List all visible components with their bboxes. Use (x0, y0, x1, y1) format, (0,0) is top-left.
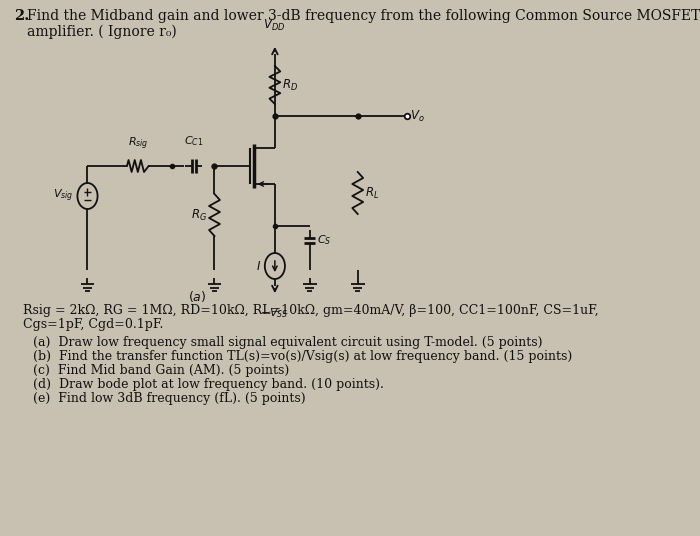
Text: $R_D$: $R_D$ (282, 77, 298, 93)
Text: (e)  Find low 3dB frequency (fL). (5 points): (e) Find low 3dB frequency (fL). (5 poin… (32, 392, 305, 405)
Text: $V_{sig}$: $V_{sig}$ (53, 188, 74, 204)
Text: 2.: 2. (14, 9, 29, 23)
Text: $I$: $I$ (256, 259, 261, 272)
Text: Cgs=1pF, Cgd=0.1pF.: Cgs=1pF, Cgd=0.1pF. (23, 318, 164, 331)
Text: $V_o$: $V_o$ (410, 108, 425, 124)
Text: Rsig = 2kΩ, RG = 1MΩ, RD=10kΩ, RL=10kΩ, gm=40mA/V, β=100, CC1=100nF, CS=1uF,: Rsig = 2kΩ, RG = 1MΩ, RD=10kΩ, RL=10kΩ, … (23, 304, 599, 317)
Text: $-V_{SS}$: $-V_{SS}$ (260, 306, 288, 320)
Text: (b)  Find the transfer function TL(s)=vo(s)/Vsig(s) at low frequency band. (15 p: (b) Find the transfer function TL(s)=vo(… (32, 350, 572, 363)
Text: (c)  Find Mid band Gain (AM). (5 points): (c) Find Mid band Gain (AM). (5 points) (32, 364, 289, 377)
Text: $R_L$: $R_L$ (365, 185, 379, 200)
Text: (a)  Draw low frequency small signal equivalent circuit using T-model. (5 points: (a) Draw low frequency small signal equi… (32, 336, 542, 349)
Text: $R_G$: $R_G$ (191, 207, 207, 222)
Text: amplifier. ( Ignore r₀): amplifier. ( Ignore r₀) (27, 25, 177, 39)
Text: $(a)$: $(a)$ (188, 289, 206, 304)
Text: $C_S$: $C_S$ (316, 233, 331, 247)
Text: $V_{DD}$: $V_{DD}$ (263, 18, 286, 33)
Text: Find the Midband gain and lower 3-dB frequency from the following Common Source : Find the Midband gain and lower 3-dB fre… (27, 9, 700, 23)
Text: $C_{C1}$: $C_{C1}$ (184, 134, 203, 148)
Text: $R_{sig}$: $R_{sig}$ (127, 136, 148, 152)
Text: (d)  Draw bode plot at low frequency band. (10 points).: (d) Draw bode plot at low frequency band… (32, 378, 384, 391)
